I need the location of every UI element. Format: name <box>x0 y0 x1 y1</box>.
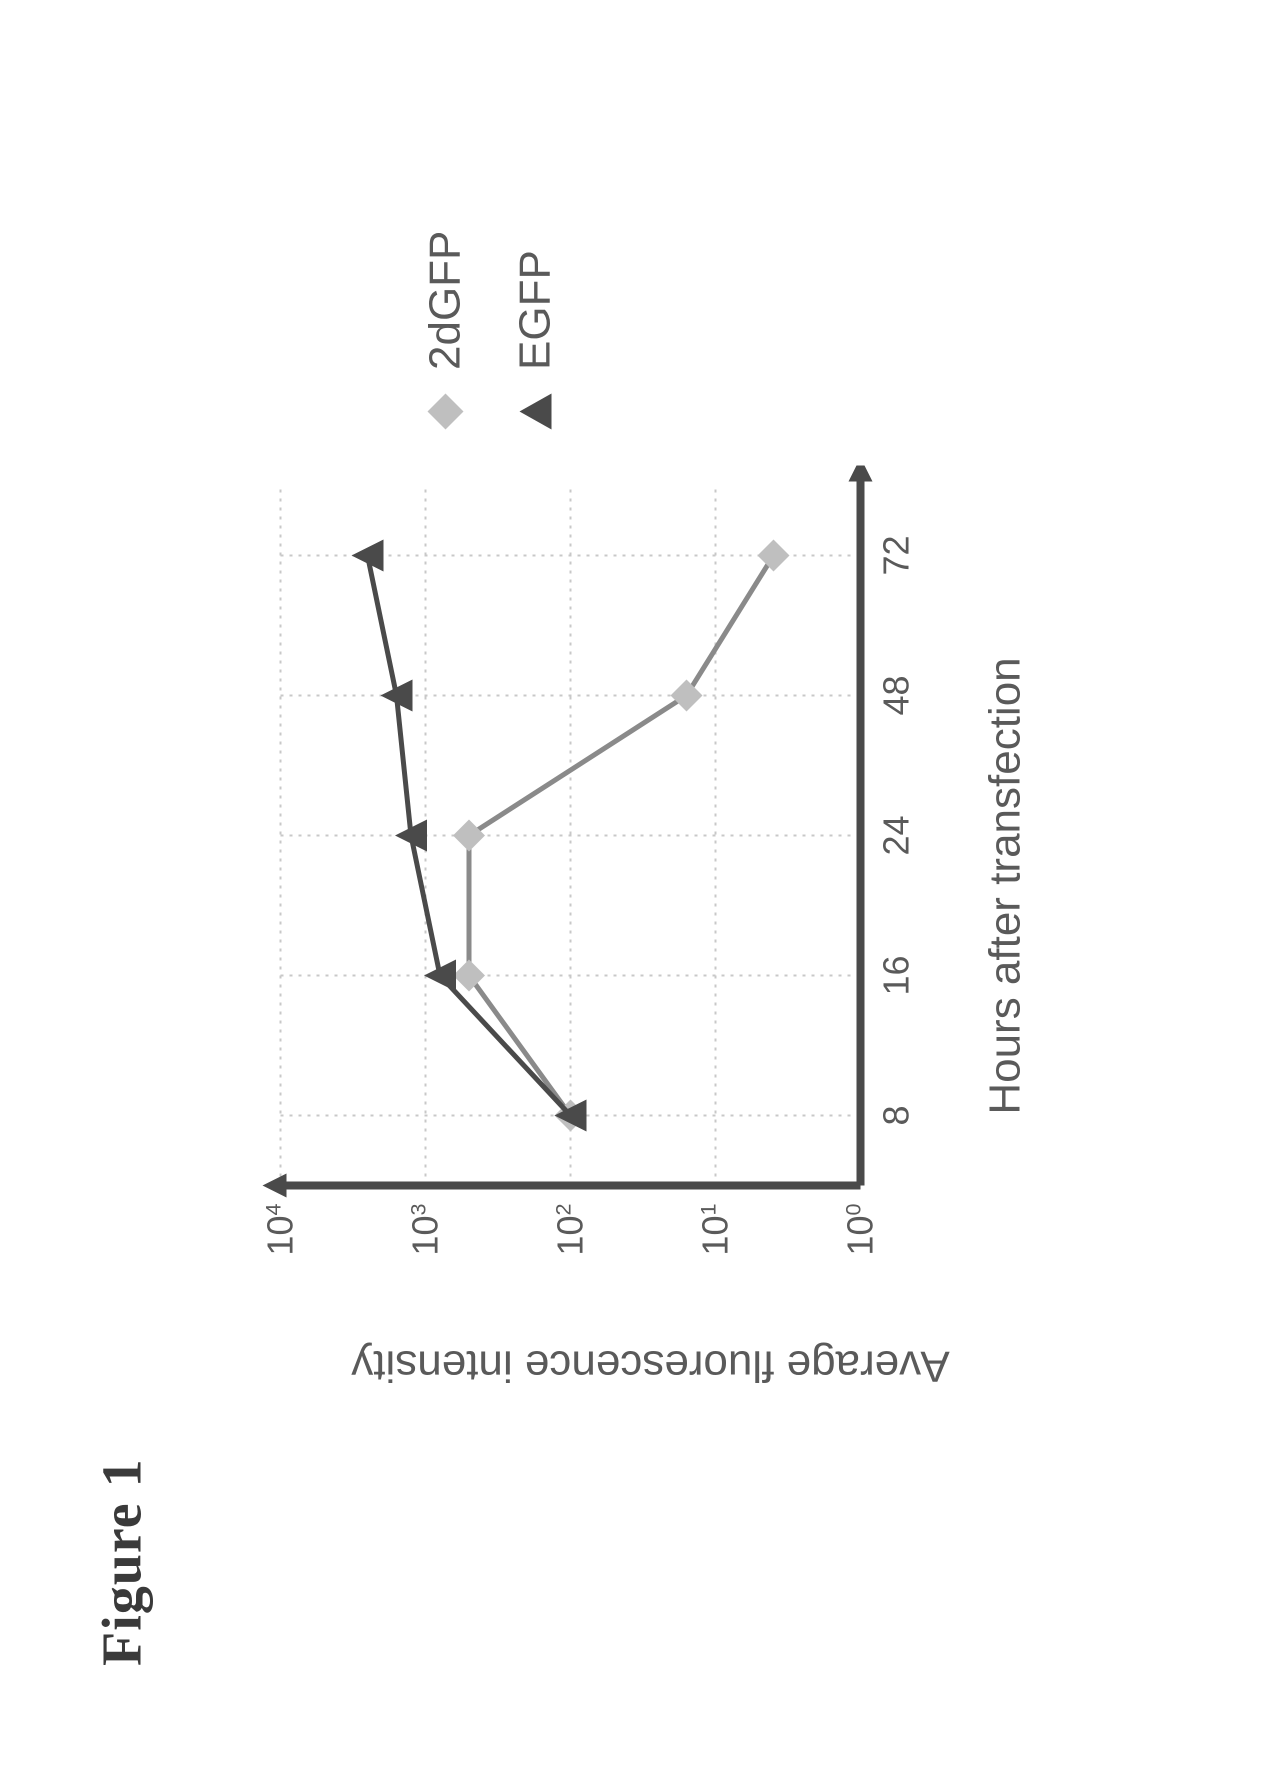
svg-text:72: 72 <box>875 536 916 576</box>
y-axis-label: Average fluorescence intensity <box>351 1341 949 1391</box>
legend-label: EGFP <box>510 250 560 370</box>
svg-text:48: 48 <box>875 676 916 716</box>
x-axis-label: Hours after transfection <box>980 466 1030 1306</box>
chart-plot-area: 100 101 102 103 104 8 16 24 48 72 <box>260 466 960 1306</box>
svg-text:104: 104 <box>260 1204 300 1256</box>
svg-text:100: 100 <box>839 1204 880 1256</box>
svg-text:24: 24 <box>875 816 916 856</box>
legend-item: EGFP <box>510 231 560 436</box>
legend-label: 2dGFP <box>420 231 470 370</box>
legend-item: 2dGFP <box>420 231 470 436</box>
svg-text:16: 16 <box>875 956 916 996</box>
svg-text:102: 102 <box>549 1204 590 1256</box>
figure-title: Figure 1 <box>90 1458 154 1666</box>
chart-legend: 2dGFP EGFP <box>420 231 600 436</box>
fluorescence-chart: Average fluorescence intensity 100101102… <box>260 226 1040 1306</box>
triangle-icon <box>511 388 559 436</box>
diamond-icon <box>421 388 469 436</box>
svg-text:8: 8 <box>875 1106 916 1126</box>
svg-text:103: 103 <box>404 1204 445 1256</box>
svg-text:101: 101 <box>694 1204 735 1256</box>
